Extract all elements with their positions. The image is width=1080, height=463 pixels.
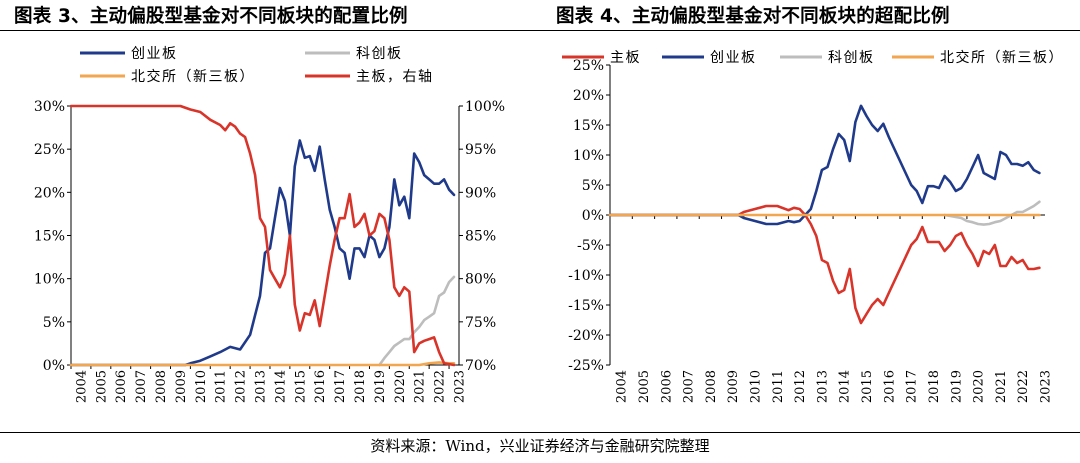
x-tick-label: 2016 [313,370,328,403]
y-tick-label: 25% [34,142,65,158]
x-tick-label: 2004 [74,370,89,403]
x-tick-label: 2015 [293,370,308,403]
series-line [69,104,456,367]
top-rule [0,30,1080,31]
series-line [69,139,456,367]
y-tick-label: 10% [34,272,65,288]
legend-label: 北交所（新三板） [131,68,255,85]
x-tick-label: 2010 [194,370,209,403]
y2-tick-label: 70% [465,358,496,374]
y-tick-label: 5% [43,315,65,331]
x-tick-label: 2019 [949,370,964,403]
x-tick-label: 2017 [333,370,348,403]
x-tick-label: 2022 [1016,370,1031,403]
x-tick-label: 2007 [682,370,697,403]
x-tick-label: 2020 [393,370,408,403]
bottom-rule [0,432,1080,433]
y-tick-label: -10% [568,268,604,284]
y-tick-label: -25% [568,358,604,374]
chart-left-title: 图表 3、主动偏股型基金对不同板块的配置比例 [14,6,408,27]
x-tick-label: 2008 [154,370,169,403]
legend-label: 主板，右轴 [356,69,434,85]
x-tick-label: 2006 [114,370,129,403]
x-tick-label: 2011 [214,370,229,403]
overweight-chart: -25% -20% -15% -10% -5% 0% 5% 10% 15% 20% 25% 2004 2… [562,49,1064,403]
x-tick-label: 2009 [726,370,741,403]
x-tick-label: 2022 [433,370,448,403]
x-tick-label: 2005 [94,370,109,403]
x-tick-label: 2012 [234,370,249,403]
series-line [943,200,1041,226]
x-tick-label: 2013 [254,370,269,403]
x-tick-label: 2019 [373,370,388,403]
y-tick-label: 20% [34,185,65,201]
x-tick-label: 2011 [771,370,786,403]
x-tick-label: 2004 [615,370,630,403]
y-tick-label: 0% [43,358,65,374]
series-line [69,361,456,367]
x-tick-label: 2006 [659,370,674,403]
y-tick-label: 10% [573,148,604,164]
legend-label: 创业板 [131,46,178,62]
y-tick-label: 20% [573,88,604,104]
x-tick-label: 2014 [273,370,288,403]
allocation-chart: 0% 5% 10% 15% 20% 25% 30% 70% 75% 80% 85% 90% 95% 100… [34,46,505,403]
y-tick-label: 15% [34,229,65,245]
y-tick-label: 15% [573,118,604,134]
x-tick-label: 2005 [637,370,652,403]
x-tick-label: 2012 [793,370,808,403]
legend-label: 科创板 [828,50,875,66]
x-tick-label: 2013 [815,370,830,403]
y-tick-label: 0% [582,208,604,224]
x-tick-label: 2018 [353,370,368,403]
legend-label: 主板 [610,50,641,66]
x-tick-label: 2014 [838,370,853,403]
x-tick-label: 2020 [972,370,987,403]
x-tick-label: 2010 [749,370,764,403]
series-line [378,275,456,367]
x-tick-label: 2023 [453,370,468,403]
y2-tick-label: 95% [465,142,496,158]
legend-label: 创业板 [710,50,757,66]
series-line [608,104,1041,226]
x-tick-label: 2023 [1039,370,1054,403]
y-tick-label: -20% [568,328,604,344]
series-line [608,204,1041,325]
source-note: 资料来源：Wind，兴业证券经济与金融研究院整理 [370,437,710,455]
chart-right-title: 图表 4、主动偏股型基金对不同板块的超配比例 [556,6,950,27]
y-tick-label: 25% [573,58,604,74]
y-tick-label: -5% [577,238,604,254]
x-tick-label: 2015 [860,370,875,403]
x-tick-label: 2017 [905,370,920,403]
x-tick-label: 2018 [927,370,942,403]
y-tick-label: 5% [582,178,604,194]
y2-tick-label: 90% [465,185,496,201]
x-tick-label: 2016 [882,370,897,403]
legend-label: 科创板 [356,46,403,62]
y2-tick-label: 100% [465,99,505,115]
y-tick-label: -15% [568,298,604,314]
x-tick-label: 2021 [413,370,428,403]
y2-tick-label: 85% [465,229,496,245]
x-tick-label: 2009 [174,370,189,403]
y2-tick-label: 80% [465,272,496,288]
x-tick-label: 2007 [134,370,149,403]
y-tick-label: 30% [34,99,65,115]
y2-tick-label: 75% [465,315,496,331]
x-tick-label: 2008 [704,370,719,403]
legend-label: 北交所（新三板） [940,49,1064,66]
x-tick-label: 2021 [994,370,1009,403]
